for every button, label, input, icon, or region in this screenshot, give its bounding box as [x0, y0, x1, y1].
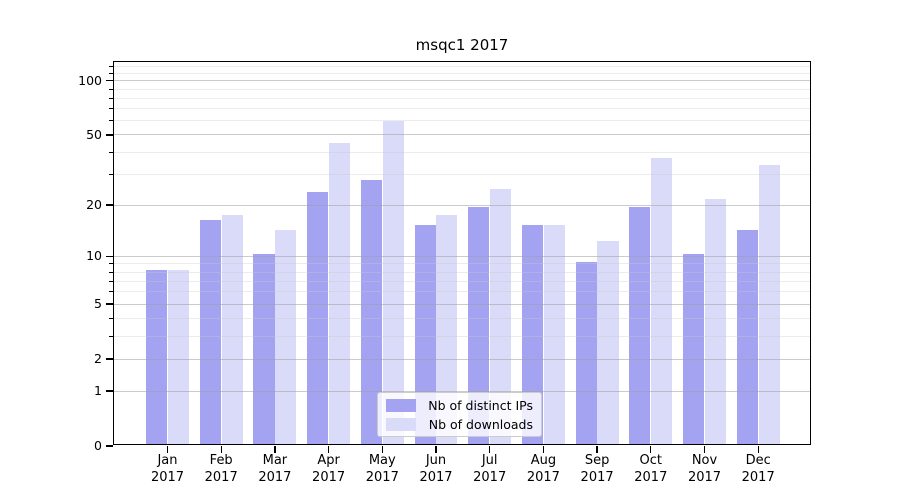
x-tick: [166, 445, 169, 453]
x-tick: [274, 445, 276, 453]
bar-sep-downloads: [597, 241, 619, 444]
bar-jul-ips: [468, 206, 490, 444]
bar-jan-ips: [146, 270, 168, 444]
bar-sep-ips: [575, 261, 597, 444]
x-tick-label: Jan 2017: [150, 453, 185, 485]
y-major-tick: [105, 80, 113, 82]
y-tick-label: 10: [86, 248, 102, 264]
bar-mar-downloads: [275, 229, 297, 444]
x-tick: [435, 445, 437, 453]
y-tick-label: 1: [94, 383, 102, 399]
bar-apr-downloads: [328, 142, 351, 444]
x-tick-label: Jul 2017: [473, 453, 507, 485]
x-tick: [596, 445, 598, 453]
y-minor-tick: [108, 318, 113, 320]
x-tick-label: Dec 2017: [741, 453, 775, 485]
bar-oct-downloads: [651, 158, 673, 444]
y-tick-label: 20: [86, 197, 102, 213]
minor-gridline: [114, 120, 810, 122]
x-tick-label: Mar 2017: [258, 453, 292, 485]
y-minor-tick: [108, 271, 113, 273]
legend: Nb of distinct IPs Nb of downloads: [377, 392, 542, 437]
legend-label-distinct-ips: Nb of distinct IPs: [428, 397, 533, 413]
x-tick: [489, 445, 491, 453]
bar-nov-downloads: [704, 199, 726, 444]
bar-jun-downloads: [436, 215, 458, 444]
bar-feb-ips: [199, 219, 221, 444]
legend-label-downloads: Nb of downloads: [428, 416, 533, 432]
legend-swatch-downloads: [386, 417, 416, 431]
bar-jul-downloads: [490, 189, 512, 444]
y-major-tick: [105, 255, 113, 257]
x-tick-label: Sep 2017: [580, 453, 614, 485]
y-major-tick: [105, 390, 113, 392]
x-tick-label: Aug 2017: [526, 453, 560, 485]
bar-may-downloads: [382, 121, 404, 444]
bar-jun-ips: [414, 224, 436, 444]
bar-jan-downloads: [167, 270, 189, 444]
minor-gridline: [114, 88, 810, 90]
y-tick-label: 100: [78, 72, 102, 88]
y-major-tick: [105, 445, 113, 447]
bar-feb-downloads: [221, 215, 243, 444]
x-tick: [220, 445, 222, 453]
bar-may-ips: [360, 180, 382, 444]
y-minor-tick: [108, 120, 113, 122]
x-tick-label: Jun 2017: [419, 453, 453, 485]
y-minor-tick: [108, 108, 113, 110]
x-tick: [757, 445, 759, 453]
y-minor-tick: [108, 263, 113, 265]
major-gridline: [114, 134, 810, 136]
y-tick-label: 2: [94, 351, 102, 367]
y-major-tick: [105, 204, 113, 206]
y-minor-tick: [108, 291, 113, 293]
minor-gridline: [114, 65, 810, 67]
y-minor-tick: [108, 173, 113, 175]
y-minor-tick: [108, 88, 113, 90]
major-gridline: [114, 80, 810, 82]
x-tick-label: Feb 2017: [204, 453, 238, 485]
bar-dec-ips: [736, 229, 758, 444]
y-major-tick: [105, 134, 113, 136]
bar-dec-downloads: [758, 164, 780, 444]
chart-title: msqc1 2017: [415, 36, 509, 54]
bar-oct-ips: [629, 206, 651, 444]
legend-row-downloads: Nb of downloads: [386, 417, 533, 432]
x-tick-label: Apr 2017: [312, 453, 346, 485]
minor-gridline: [114, 173, 810, 175]
y-minor-tick: [108, 72, 113, 74]
y-minor-tick: [108, 65, 113, 67]
x-tick: [542, 445, 545, 453]
x-tick-label: Nov 2017: [687, 453, 722, 485]
y-minor-tick: [108, 335, 113, 337]
minor-gridline: [114, 97, 810, 99]
legend-swatch-distinct-ips: [386, 398, 416, 412]
y-major-tick: [105, 358, 113, 360]
bar-nov-ips: [683, 254, 705, 444]
y-tick-label: 5: [94, 296, 102, 312]
x-tick: [381, 445, 383, 453]
bar-aug-ips: [521, 224, 544, 444]
y-tick-label: 0: [94, 438, 102, 453]
minor-gridline: [114, 108, 810, 110]
bar-mar-ips: [253, 254, 275, 444]
y-minor-tick: [108, 280, 113, 282]
y-minor-tick: [108, 151, 113, 153]
minor-gridline: [114, 72, 810, 74]
bar-apr-ips: [307, 192, 329, 444]
plot-area: 0 1 2 5 10 20 50 100 Jan 2017 Feb 2017 Mar 2017 Apr 20…: [78, 61, 811, 485]
x-tick-label: Oct 2017: [634, 453, 668, 485]
x-tick: [650, 445, 652, 453]
y-tick-label: 50: [86, 126, 102, 142]
minor-gridline: [114, 151, 810, 153]
legend-row-distinct-ips: Nb of distinct IPs: [386, 398, 533, 413]
x-tick: [327, 445, 330, 453]
bar-aug-downloads: [543, 224, 565, 444]
y-major-tick: [105, 303, 113, 305]
x-tick-label: May 2017: [365, 453, 399, 485]
y-minor-tick: [108, 97, 113, 99]
x-tick: [703, 445, 706, 453]
